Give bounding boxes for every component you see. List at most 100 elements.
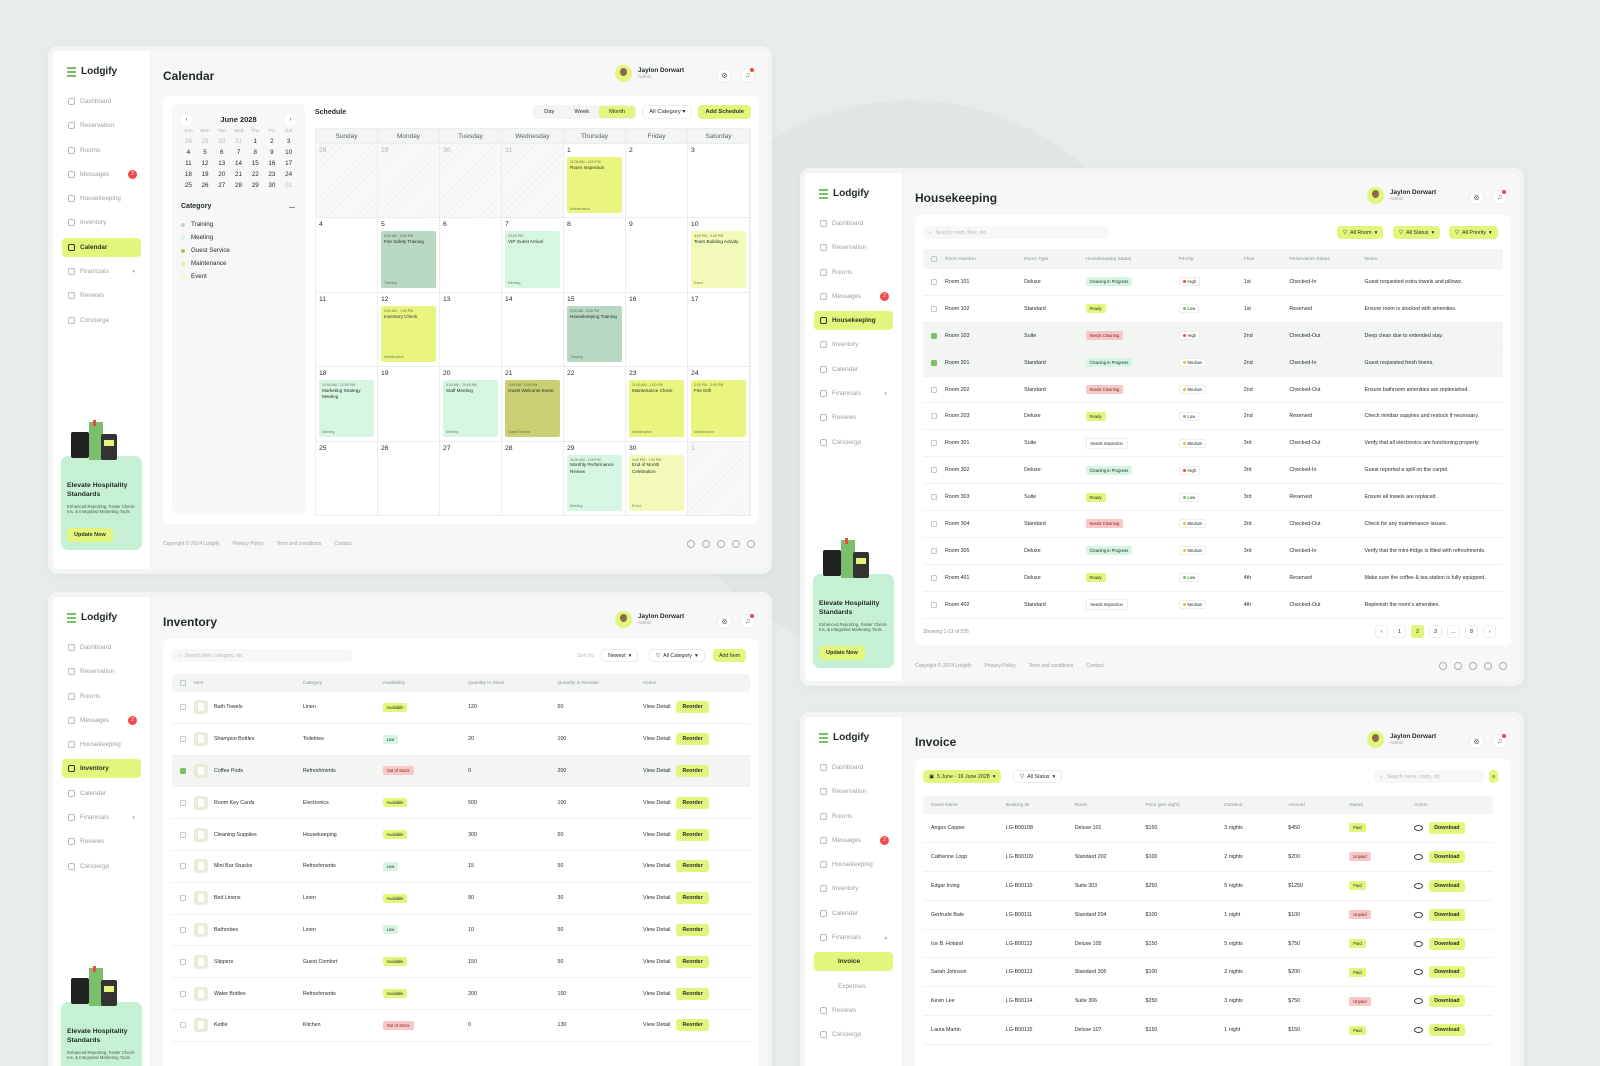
facebook-icon[interactable] (687, 540, 695, 548)
column-header[interactable]: Reservation Status (1289, 256, 1330, 262)
day-cell[interactable]: 29 (378, 143, 440, 218)
mini-day[interactable]: 7 (236, 149, 241, 156)
view-eye-icon[interactable] (1414, 853, 1424, 860)
mini-day[interactable]: 6 (220, 149, 224, 156)
status-filter-dropdown[interactable]: ▽ All Status ▾ (1393, 226, 1441, 239)
sidebar-item-calendar[interactable]: Calendar (814, 360, 893, 379)
column-header[interactable]: Guest Name (931, 802, 958, 808)
column-header[interactable]: Duration (1224, 802, 1243, 808)
sidebar-item-inventory[interactable]: Inventory (62, 759, 141, 779)
mini-day[interactable]: 1 (253, 138, 257, 145)
mini-day[interactable]: 18 (184, 171, 192, 178)
reorder-button[interactable]: Reorder (676, 923, 709, 936)
day-cell[interactable]: 1 (688, 440, 750, 515)
row-checkbox[interactable] (180, 736, 186, 743)
mini-day[interactable]: 20 (218, 171, 226, 178)
mini-day[interactable]: 01 (285, 182, 293, 189)
event-block[interactable]: 4:00 PM - 7:00 PM End of Month Celebratio… (629, 454, 684, 511)
row-checkbox[interactable] (180, 1022, 186, 1029)
column-header[interactable]: Notes (1364, 256, 1378, 262)
contact-link[interactable]: Contact (334, 541, 352, 547)
notification-button[interactable]: ♫ (740, 68, 755, 83)
day-cell[interactable]: 5 9:00 AM - 4:00 PM Fire Safety Training Tr… (378, 217, 440, 292)
priority-filter-dropdown[interactable]: ▽ All Priority ▾ (1449, 226, 1498, 239)
sidebar-item-dashboard[interactable]: Dashboard (814, 214, 893, 233)
priority-badge[interactable]: Medium (1178, 519, 1207, 529)
mini-day[interactable]: 28 (184, 138, 192, 145)
priority-badge[interactable]: Medium (1178, 600, 1207, 610)
table-row[interactable]: Ice B. Holand LG-B00112 Deluxe 105 $150 5 ni… (923, 930, 1493, 959)
priority-badge[interactable]: High (1178, 277, 1201, 287)
notification-button[interactable]: ♫ (1492, 190, 1507, 205)
event-block[interactable]: 9:00 AM - 10:00 AM Staff Meeting Meeting (443, 380, 498, 437)
table-row[interactable]: Kevin Lee LG-B00114 Suite 306 $250 3 nights $… (923, 987, 1493, 1017)
mini-day[interactable]: 12 (201, 160, 209, 167)
sidebar-item-reservation[interactable]: Reservation (62, 662, 141, 681)
day-cell[interactable]: 23 11:00 AM - 1:00 PM Maintenance Check Mai… (626, 366, 688, 441)
priority-badge[interactable]: High (1178, 465, 1201, 475)
view-detail-button[interactable]: View Detail (643, 958, 671, 965)
status-badge[interactable]: Ready (1085, 492, 1106, 502)
row-checkbox[interactable] (931, 467, 937, 474)
column-header[interactable]: Housekeeping Status (1085, 256, 1132, 262)
select-all-checkbox[interactable] (931, 256, 937, 262)
event-block[interactable]: 11:00 AM - 1:00 PM Monthly Performance Re… (567, 454, 622, 511)
sort-dropdown[interactable]: Newest ▾ (601, 649, 639, 662)
day-cell[interactable]: 11 (316, 291, 378, 367)
table-row[interactable]: Mini Bar Snacks Refreshments Low 15 50 View D… (172, 851, 750, 883)
view-week-button[interactable]: Week (574, 109, 590, 115)
sidebar-item-dashboard[interactable]: Dashboard (814, 758, 893, 777)
reorder-button[interactable]: Reorder (676, 955, 709, 968)
sidebar-item-concierge[interactable]: Concierge (814, 1025, 893, 1044)
event-block[interactable]: 3:00 PM - 9:00 PM Team Building Activity E… (691, 231, 746, 288)
status-badge[interactable]: Needs Cleaning (1085, 331, 1124, 341)
sidebar-item-dashboard[interactable]: Dashboard (62, 92, 141, 111)
day-cell[interactable]: 3 (688, 143, 750, 218)
row-checkbox[interactable] (931, 547, 937, 554)
sidebar-item-dashboard[interactable]: Dashboard (62, 638, 141, 657)
column-header[interactable]: Availability (382, 680, 406, 686)
sidebar-item-rooms[interactable]: Rooms (814, 263, 893, 282)
download-button[interactable]: Download (1429, 1024, 1465, 1037)
table-row[interactable]: Bathrobes Linen Low 10 50 View Detail Reorder (172, 915, 750, 947)
privacy-link[interactable]: Privacy Policy (232, 541, 264, 547)
priority-badge[interactable]: Low (1178, 492, 1200, 502)
table-row[interactable]: Room 103 Suite Needs Cleaning High 2nd Checke… (923, 322, 1503, 350)
priority-badge[interactable]: Medium (1178, 358, 1207, 368)
table-row[interactable]: Angus Copper LG-B00108 Deluxe 101 $150 3 nig… (923, 814, 1493, 843)
page-button[interactable]: 1 (1393, 625, 1406, 638)
table-row[interactable]: Room 301 Suite Needs Inspection Medium 3rd Ch… (923, 430, 1503, 458)
view-eye-icon[interactable] (1414, 998, 1424, 1005)
status-badge[interactable]: Cleaning in Progress (1085, 465, 1133, 475)
sidebar-item-financials[interactable]: Financials ▾ (814, 384, 893, 403)
view-detail-button[interactable]: View Detail (643, 831, 671, 838)
table-row[interactable]: Room 402 Standard Needs Inspection Medium 4t… (923, 592, 1503, 619)
download-button[interactable]: Download (1429, 850, 1465, 863)
filter-settings-button[interactable]: ≡ (1489, 770, 1499, 783)
table-row[interactable]: Room 203 Deluxe Ready Low 2nd Reserved Check m… (923, 403, 1503, 431)
view-month-button[interactable]: Month (599, 106, 636, 118)
user-profile[interactable]: Jaylon Dorwart Admin (1367, 187, 1436, 204)
event-block[interactable]: 12:00 PM VIP Guest Arrival Meeting (505, 231, 560, 288)
download-button[interactable]: Download (1429, 966, 1465, 979)
sidebar-item-reviews[interactable]: Reviews (814, 408, 893, 427)
page-button[interactable]: 3 (1429, 625, 1442, 638)
page-button[interactable]: 2 (1411, 625, 1424, 638)
row-checkbox[interactable] (180, 926, 186, 933)
mini-day[interactable]: 31 (234, 138, 242, 145)
day-cell[interactable]: 20 9:00 AM - 10:00 AM Staff Meeting Meeting (440, 366, 502, 441)
priority-badge[interactable]: Low (1178, 573, 1200, 583)
view-detail-button[interactable]: View Detail (643, 926, 671, 933)
mini-day[interactable]: 19 (201, 171, 209, 178)
status-filter-dropdown[interactable]: ▽ All Status ▾ (1013, 770, 1063, 783)
day-cell[interactable]: 30 4:00 PM - 7:00 PM End of Month Celebrat… (626, 440, 688, 515)
row-checkbox[interactable] (180, 704, 186, 711)
status-badge[interactable]: Needs Inspection (1085, 437, 1128, 449)
sidebar-item-concierge[interactable]: Concierge (62, 311, 141, 330)
table-row[interactable]: Room 202 Standard Needs Cleaning Medium 2nd C… (923, 377, 1503, 404)
page-button[interactable]: 8 (1465, 625, 1478, 638)
priority-badge[interactable]: Low (1178, 304, 1200, 314)
reorder-button[interactable]: Reorder (676, 860, 709, 873)
mini-day[interactable]: 29 (201, 138, 209, 145)
event-block[interactable]: 9:00 AM - 3:00 PM Housekeeping Training Tr… (567, 305, 622, 363)
